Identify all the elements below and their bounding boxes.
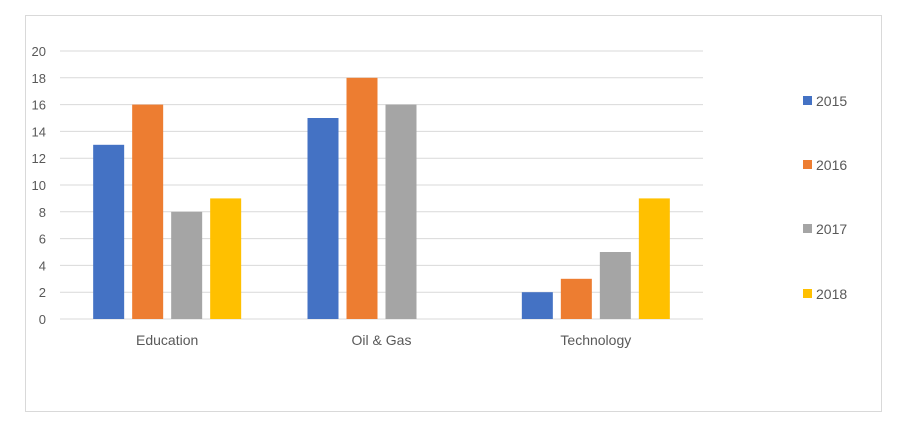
y-tick-label: 4 (39, 258, 46, 273)
legend: 2015 2016 2017 2018 (803, 93, 847, 302)
legend-swatch (803, 224, 812, 233)
gridlines (60, 50, 703, 320)
y-tick-label: 18 (32, 71, 46, 86)
bar-2016-1 (346, 77, 378, 319)
y-tick-label: 8 (39, 205, 46, 220)
bar-2015-2 (521, 292, 553, 319)
x-category-label: Education (136, 332, 198, 348)
y-tick-label: 20 (32, 44, 46, 59)
y-tick-label: 16 (32, 98, 46, 113)
bar-2017-0 (171, 211, 203, 319)
y-tick-label: 10 (32, 178, 46, 193)
bar-2017-1 (385, 104, 417, 319)
bar-2015-0 (93, 144, 125, 319)
y-tick-label: 14 (32, 124, 46, 139)
bar-2017-2 (599, 252, 631, 319)
y-tick-label: 12 (32, 151, 46, 166)
bars (93, 77, 670, 319)
legend-swatch (803, 160, 812, 169)
bar-2016-2 (560, 278, 592, 319)
y-axis-ticks: 0 2 4 6 8 10 12 14 16 18 20 (32, 44, 46, 327)
x-category-label: Technology (560, 332, 631, 348)
bar-2015-1 (307, 118, 339, 319)
legend-swatch (803, 289, 812, 298)
y-tick-label: 0 (39, 312, 46, 327)
y-tick-label: 6 (39, 232, 46, 247)
x-axis-categories: Education Oil & Gas Technology (136, 332, 631, 348)
bar-2016-0 (132, 104, 164, 319)
legend-label: 2018 (816, 286, 847, 302)
bar-2018-2 (638, 198, 670, 319)
y-tick-label: 2 (39, 285, 46, 300)
bar-2018-0 (210, 198, 242, 319)
legend-label: 2015 (816, 93, 847, 109)
chart-frame (25, 15, 882, 412)
legend-label: 2016 (816, 157, 847, 173)
x-category-label: Oil & Gas (352, 332, 412, 348)
legend-swatch (803, 96, 812, 105)
legend-label: 2017 (816, 221, 847, 237)
